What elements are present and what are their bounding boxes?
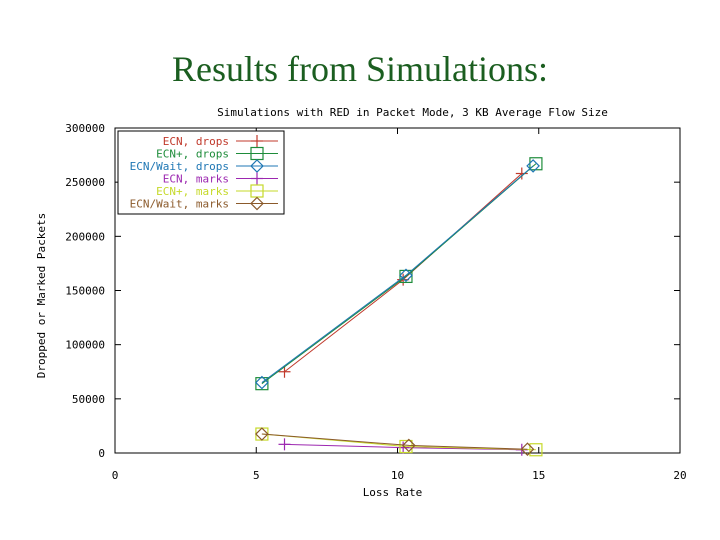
x-tick-label: 20 [673, 469, 686, 482]
y-tick-label: 300000 [65, 122, 105, 135]
x-tick-label: 10 [391, 469, 404, 482]
legend-marker [250, 196, 264, 211]
legend-label: ECN, drops [163, 135, 229, 148]
y-tick-label: 50000 [72, 393, 105, 406]
y-tick-label: 250000 [65, 176, 105, 189]
data-point [515, 167, 528, 180]
series-line [261, 433, 528, 450]
legend-label: ECN+, drops [156, 148, 229, 161]
y-tick-label: 200000 [65, 230, 105, 243]
data-point [255, 427, 269, 441]
x-tick-label: 15 [532, 469, 545, 482]
data-point [397, 441, 410, 454]
data-point [520, 442, 535, 457]
chart-title: Simulations with RED in Packet Mode, 3 K… [217, 106, 608, 119]
y-axis-label: Dropped or Marked Packets [35, 213, 48, 379]
legend-box [117, 130, 285, 215]
y-tick-label: 100000 [65, 339, 105, 352]
legend-label: ECN+, marks [156, 185, 229, 198]
legend-label: ECN, marks [163, 173, 229, 186]
legend-marker [251, 172, 263, 185]
legend-marker [250, 159, 264, 173]
data-point [526, 159, 540, 173]
data-point [278, 438, 291, 451]
series-line [261, 165, 534, 383]
x-axis-label: Loss Rate [363, 486, 423, 499]
legend-label: ECN/Wait, marks [130, 198, 229, 211]
data-point [529, 443, 543, 457]
series-line [261, 163, 537, 385]
data-point [399, 439, 413, 454]
y-tick-label: 0 [98, 447, 105, 460]
data-point [399, 268, 413, 283]
data-point [401, 438, 416, 453]
data-point [255, 375, 269, 390]
y-tick-label: 150000 [65, 285, 105, 298]
slide-title: Results from Simulations: [171, 49, 548, 89]
legend-marker [251, 135, 263, 147]
legend-label: ECN/Wait, drops [130, 160, 229, 173]
data-point [399, 269, 413, 284]
x-tick-label: 5 [253, 469, 260, 482]
x-tick-label: 0 [112, 469, 119, 482]
data-point [255, 377, 269, 391]
data-point [278, 365, 291, 378]
